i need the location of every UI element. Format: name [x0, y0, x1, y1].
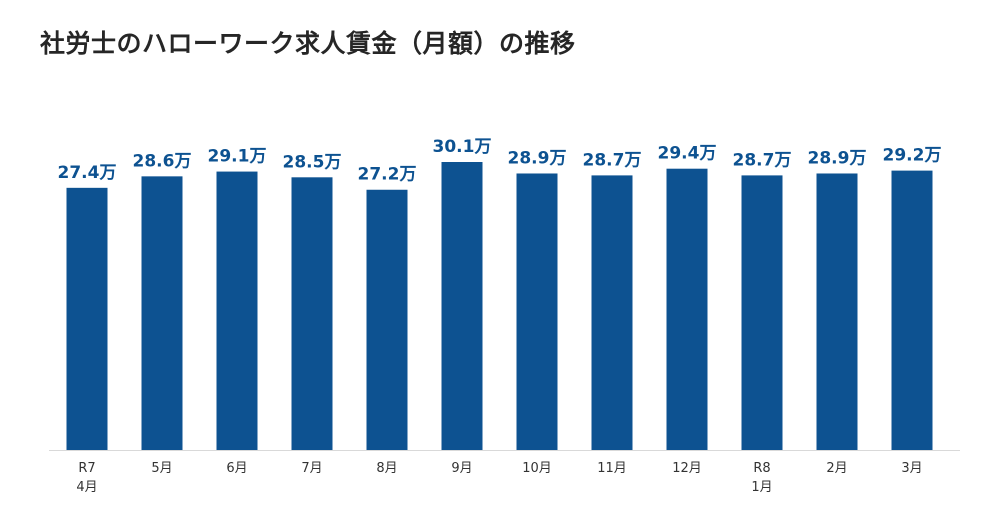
bar: [441, 162, 483, 450]
bar: [66, 187, 108, 450]
x-tick-label: 4月: [76, 480, 97, 495]
data-label: 27.4万: [58, 163, 117, 183]
data-label: 28.9万: [808, 148, 867, 168]
x-tick-label: 6月: [226, 461, 247, 476]
x-tick-label: 1月: [751, 480, 772, 495]
bar: [741, 175, 783, 450]
data-label: 29.1万: [208, 147, 267, 167]
data-label: 30.1万: [433, 137, 492, 157]
data-label: 28.9万: [508, 148, 567, 168]
x-tick-label: R8: [753, 461, 770, 476]
bar: [366, 189, 408, 451]
x-tick-label: 11月: [597, 461, 627, 476]
data-label: 29.4万: [658, 144, 717, 164]
x-tick-label: R7: [78, 461, 95, 476]
bar: [666, 168, 708, 450]
x-tick-label: 9月: [451, 461, 472, 476]
x-tick-label: 3月: [901, 461, 922, 476]
data-label: 29.2万: [883, 146, 942, 166]
bar: [516, 173, 558, 450]
data-label: 28.5万: [283, 152, 342, 172]
x-tick-label: 5月: [151, 461, 172, 476]
bar: [891, 170, 933, 450]
bar: [816, 173, 858, 450]
bar: [291, 177, 333, 451]
bar: [141, 176, 183, 450]
x-tick-label: 8月: [376, 461, 397, 476]
data-label: 28.7万: [583, 150, 642, 170]
x-tick-label: 12月: [672, 461, 702, 476]
bar: [216, 171, 258, 450]
x-tick-label: 2月: [826, 461, 847, 476]
data-label: 28.6万: [133, 151, 192, 171]
data-label: 27.2万: [358, 165, 417, 185]
bar: [591, 175, 633, 450]
data-label: 28.7万: [733, 150, 792, 170]
x-tick-label: 10月: [522, 461, 552, 476]
chart-title: 社労士のハローワーク求人賃金（月額）の推移: [40, 29, 576, 58]
x-tick-label: 7月: [301, 461, 322, 476]
